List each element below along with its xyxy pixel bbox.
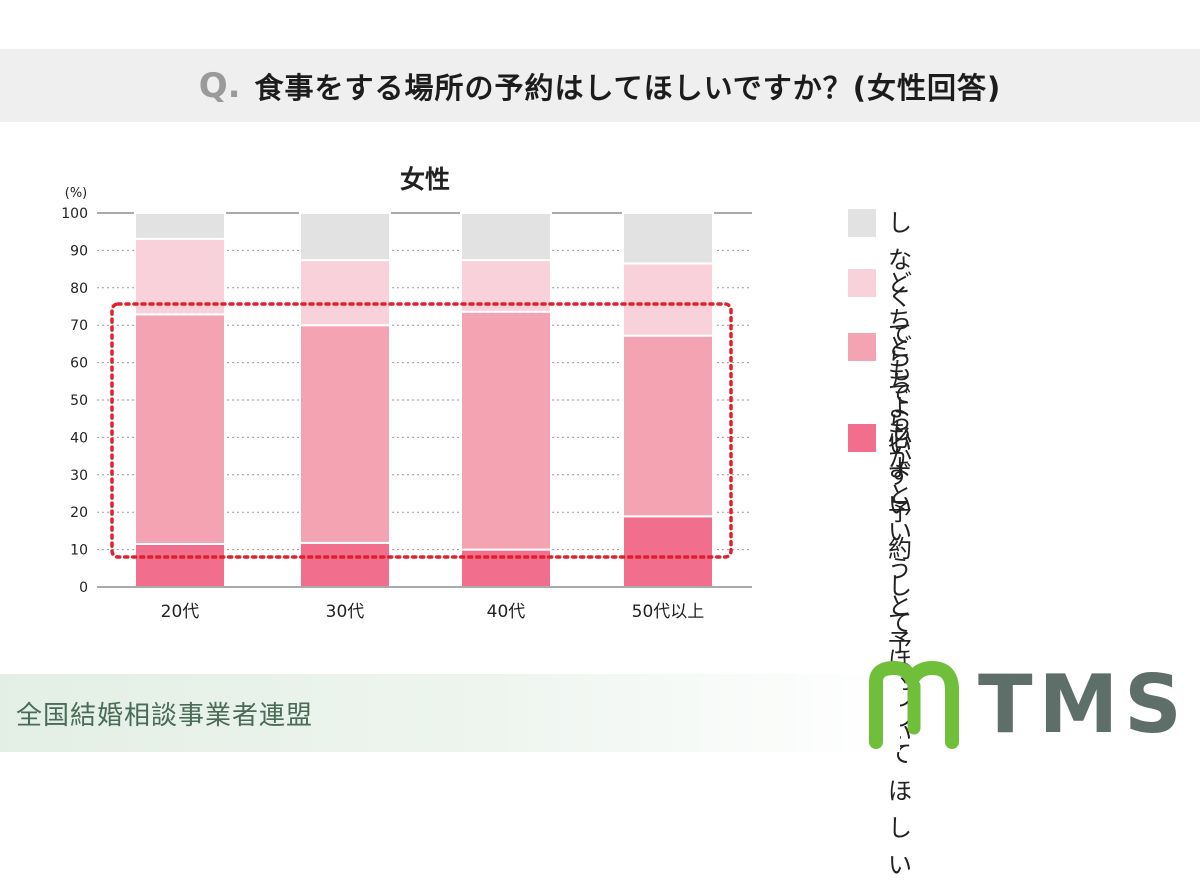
bar-segment bbox=[460, 212, 552, 262]
y-tick-label: 10 bbox=[70, 543, 88, 559]
y-tick-label: 70 bbox=[70, 318, 88, 334]
y-tick-label: 30 bbox=[70, 468, 88, 484]
bar-segment bbox=[134, 212, 226, 240]
question-text: 食事をする場所の予約はしてほしいですか？(女性回答) bbox=[254, 70, 1002, 105]
y-axis-unit: (%) bbox=[65, 186, 88, 201]
x-tick-label: 50代以上 bbox=[632, 602, 705, 622]
legend-label: しなくてもよい bbox=[888, 209, 912, 459]
legend-item: どちらでもよい bbox=[848, 265, 912, 524]
y-tick-label: 100 bbox=[61, 206, 88, 222]
bar-segment bbox=[134, 542, 226, 588]
legend-swatch bbox=[848, 333, 876, 361]
stacked-bar-chart: 女性 (%) 0 10 20 30 40 50 60 70 80 90 100 20代 30代 40代 50代以… bbox=[61, 165, 752, 622]
y-tick-label: 90 bbox=[70, 243, 88, 259]
x-tick-label: 20代 bbox=[161, 602, 200, 622]
bar-segment bbox=[622, 212, 714, 265]
bar-segment bbox=[622, 334, 714, 518]
x-tick-label: 30代 bbox=[326, 602, 365, 622]
legend-label: どちらでもよい bbox=[888, 269, 912, 519]
question-banner: Q. 食事をする場所の予約はしてほしいですか？(女性回答) bbox=[0, 49, 1200, 122]
legend-item: しなくてもよい bbox=[848, 205, 912, 464]
chart-title: 女性 bbox=[400, 165, 450, 194]
y-tick-label: 40 bbox=[70, 430, 88, 446]
y-tick-label: 50 bbox=[70, 393, 88, 409]
tms-logo-text: TMS bbox=[978, 658, 1188, 751]
y-tick-label: 60 bbox=[70, 356, 88, 372]
footer-band: 全国結婚相談事業者連盟 bbox=[0, 674, 900, 752]
y-tick-label: 80 bbox=[70, 281, 88, 297]
y-tick-label: 20 bbox=[70, 505, 88, 521]
bar-segment bbox=[460, 310, 552, 551]
legend-swatch bbox=[848, 424, 876, 452]
bar-segment bbox=[299, 259, 391, 327]
bar-segment bbox=[299, 541, 391, 589]
question-mark: Q. bbox=[198, 65, 241, 106]
y-tick-label: 0 bbox=[79, 580, 88, 596]
bar-segment bbox=[622, 515, 714, 588]
organization-name: 全国結婚相談事業者連盟 bbox=[16, 700, 314, 731]
legend-swatch bbox=[848, 269, 876, 297]
legend-swatch bbox=[848, 209, 876, 237]
bar-segment bbox=[134, 313, 226, 545]
bar-segment bbox=[622, 262, 714, 337]
bar-segment bbox=[299, 324, 391, 544]
bar-segment bbox=[460, 548, 552, 589]
bar-segment bbox=[299, 212, 391, 262]
x-tick-label: 40代 bbox=[487, 602, 526, 622]
tms-logo-mark bbox=[869, 661, 959, 749]
highlight-box bbox=[110, 302, 733, 559]
bar-segment bbox=[134, 237, 226, 316]
